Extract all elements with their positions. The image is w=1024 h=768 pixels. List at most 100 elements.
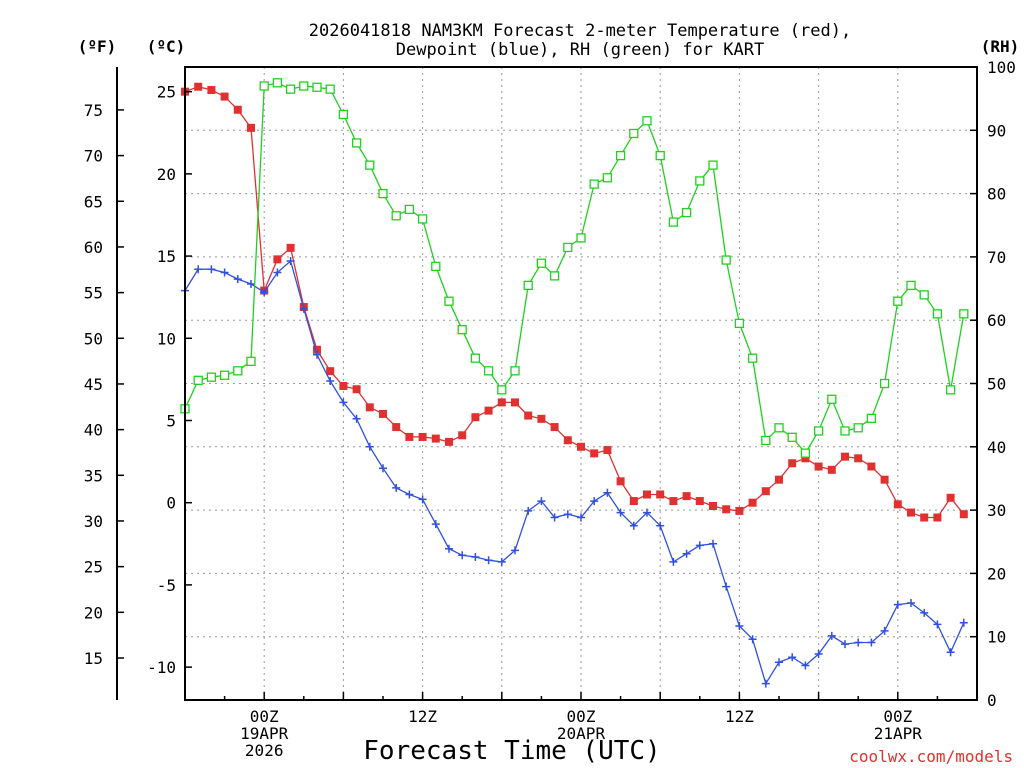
data-point: [959, 618, 968, 627]
celsius-tick-label: 25: [157, 83, 176, 102]
data-point: [404, 204, 415, 215]
data-point: [563, 242, 573, 253]
data-point: [893, 500, 902, 509]
data-point: [339, 381, 348, 390]
data-point: [867, 462, 876, 471]
celsius-unit-label: (ºC): [147, 37, 186, 56]
data-point: [444, 296, 454, 306]
data-point: [445, 437, 453, 446]
data-point: [854, 638, 863, 647]
data-point: [787, 432, 797, 442]
data-point: [524, 506, 533, 515]
data-point: [352, 414, 361, 423]
time-tick-label: 12Z: [408, 707, 437, 726]
data-point: [827, 465, 836, 474]
data-point: [800, 448, 811, 458]
data-point: [524, 411, 533, 420]
data-point: [550, 423, 559, 432]
celsius-tick-label: 0: [166, 494, 176, 513]
data-point: [260, 288, 269, 297]
data-point: [761, 487, 770, 496]
data-point: [233, 105, 242, 114]
data-point: [497, 398, 506, 407]
data-point: [207, 86, 216, 95]
data-point: [405, 490, 414, 499]
rh-tick-label: 20: [987, 564, 1006, 583]
data-point: [748, 498, 757, 507]
fahrenheit-tick-label: 40: [84, 421, 103, 440]
data-point: [827, 394, 837, 404]
data-point: [656, 490, 665, 499]
data-point: [220, 92, 229, 101]
data-point: [590, 449, 599, 458]
data-point: [853, 423, 863, 433]
rh-tick-label: 100: [987, 58, 1016, 77]
data-point: [643, 508, 651, 517]
data-point: [775, 475, 783, 484]
data-point: [550, 513, 559, 522]
time-tick-label: 21APR: [874, 724, 923, 743]
data-point: [365, 442, 374, 451]
data-point: [392, 483, 401, 492]
data-point: [907, 599, 915, 607]
data-point: [801, 454, 810, 463]
data-point: [669, 557, 678, 566]
data-point: [549, 271, 560, 281]
data-point: [919, 290, 929, 300]
data-point: [563, 436, 572, 445]
data-point: [906, 280, 916, 291]
data-point: [470, 353, 481, 363]
fahrenheit-tick-label: 50: [84, 329, 103, 348]
data-point: [735, 506, 744, 515]
fahrenheit-tick-label: 75: [84, 101, 103, 120]
data-point: [602, 173, 613, 183]
data-point: [405, 432, 414, 441]
data-point: [483, 366, 494, 376]
time-tick-label: 19APR: [240, 724, 289, 743]
data-point: [655, 150, 665, 161]
data-point: [814, 462, 823, 471]
data-point: [695, 176, 705, 186]
data-point: [642, 116, 652, 126]
fahrenheit-unit-label: (ºF): [78, 37, 117, 56]
data-point: [959, 510, 968, 519]
data-point: [920, 513, 929, 522]
time-tick-label: 20APR: [557, 724, 606, 743]
data-point: [326, 377, 335, 385]
data-point: [629, 128, 639, 139]
time-tick-label: 00Z: [883, 707, 912, 726]
data-point: [841, 640, 849, 649]
data-point: [695, 497, 704, 506]
fahrenheit-tick-label: 35: [84, 466, 103, 485]
data-point: [379, 409, 387, 418]
time-tick-label: 00Z: [567, 707, 596, 726]
data-point: [497, 557, 506, 566]
data-point: [880, 626, 889, 635]
data-point: [511, 546, 519, 555]
rh-tick-label: 50: [987, 375, 1006, 394]
data-point: [643, 490, 651, 499]
data-point: [734, 318, 745, 329]
data-point: [748, 635, 757, 644]
data-point: [458, 551, 467, 560]
data-point: [418, 495, 427, 504]
data-point: [537, 414, 546, 423]
data-point: [747, 353, 758, 363]
series-rh: [180, 78, 969, 458]
data-point: [379, 464, 387, 473]
data-point: [299, 304, 308, 313]
data-point: [338, 109, 349, 120]
data-point: [365, 160, 375, 170]
data-point: [286, 257, 295, 265]
time-tick-label: 12Z: [725, 707, 754, 726]
data-point: [325, 84, 335, 94]
data-point: [219, 370, 230, 380]
data-point: [392, 423, 401, 432]
data-point: [946, 648, 955, 657]
data-point: [576, 233, 586, 243]
time-tick-label: 00Z: [250, 707, 279, 726]
data-point: [391, 211, 401, 221]
data-point: [563, 510, 572, 519]
data-point: [920, 608, 929, 617]
data-point: [220, 268, 229, 277]
